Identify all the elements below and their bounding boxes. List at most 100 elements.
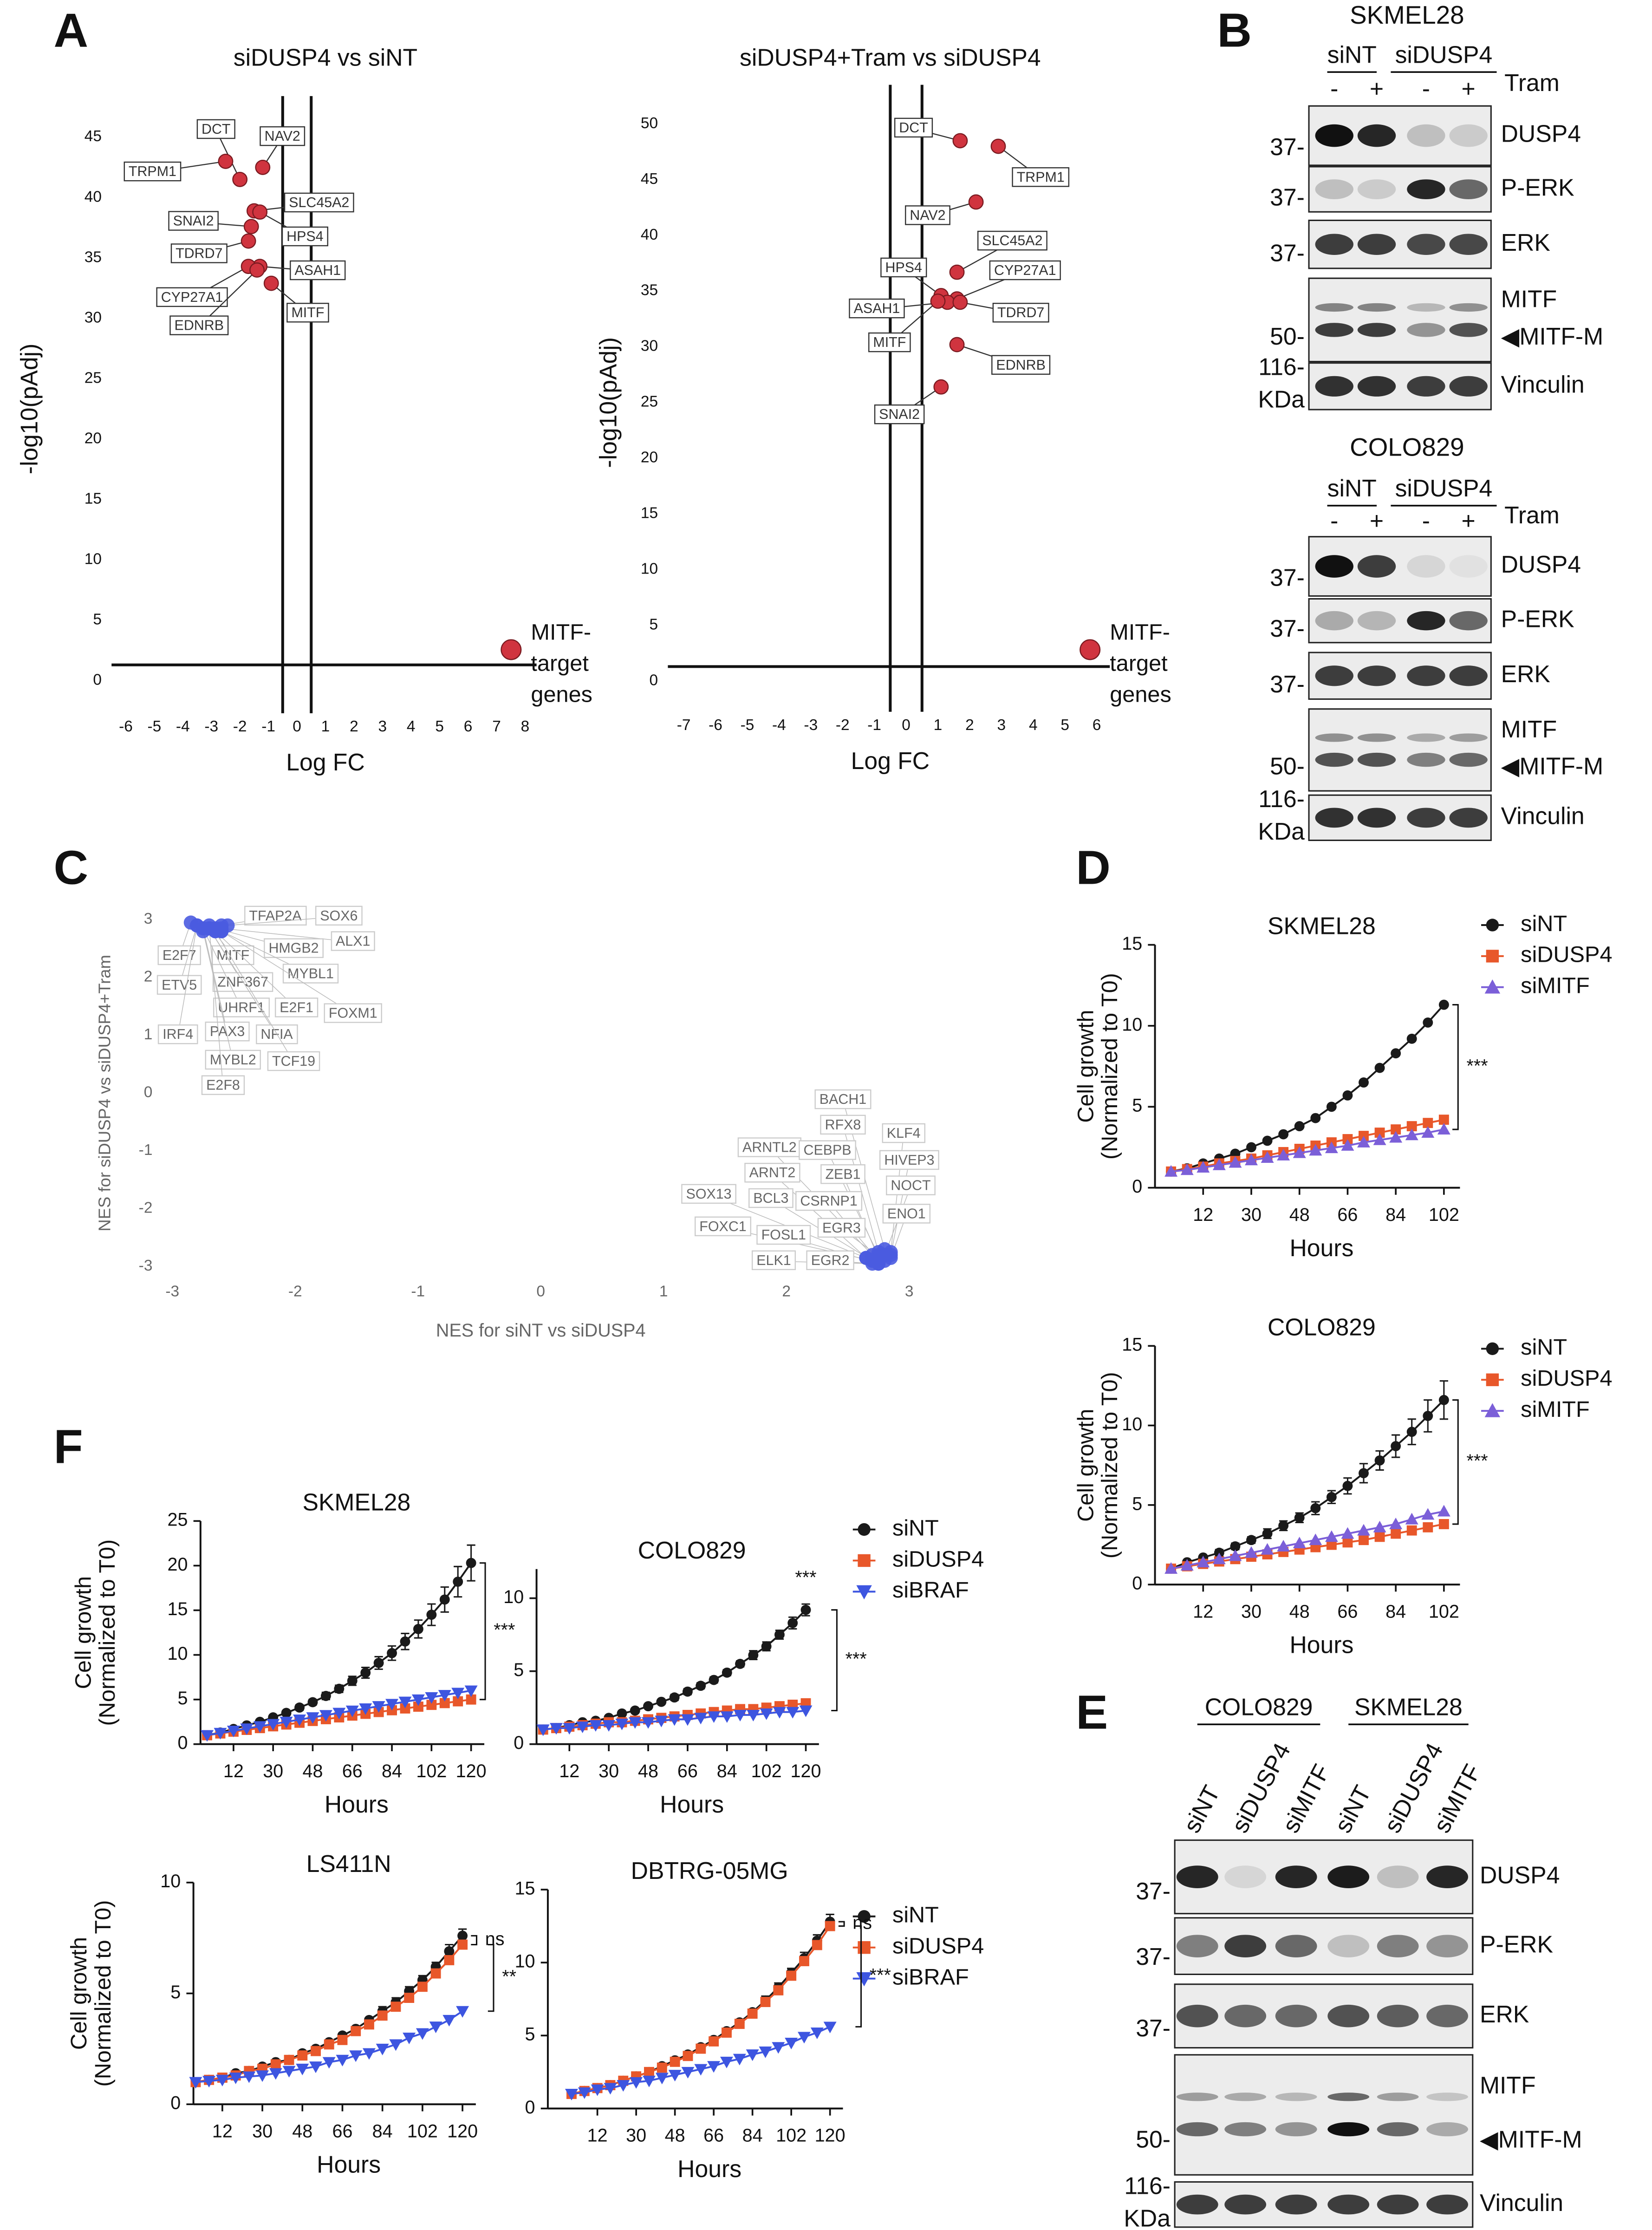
band <box>1377 2093 1419 2101</box>
x-tick-label: 6 <box>1093 717 1101 734</box>
marker <box>1261 1543 1274 1555</box>
marker <box>1391 1528 1401 1539</box>
marker <box>256 2070 269 2082</box>
marker <box>364 2019 374 2030</box>
marker <box>735 1658 746 1669</box>
marker <box>442 2015 456 2027</box>
marker <box>453 1577 463 1587</box>
y-tick-label: 5 <box>525 2024 535 2045</box>
y-tick-label: 0 <box>93 671 102 688</box>
x-axis-label: Hours <box>660 1791 724 1818</box>
gene-label: CSRNP1 <box>800 1193 857 1209</box>
x-tick-label: 84 <box>717 1761 737 1781</box>
legend-label: siDUSP4 <box>1521 1366 1612 1391</box>
leader-line <box>177 925 197 1036</box>
chart-title: siDUSP4 vs siNT <box>234 44 417 71</box>
gene-label: TDRD7 <box>176 246 222 261</box>
marker <box>377 2010 388 2021</box>
label-box <box>799 1140 856 1160</box>
y-axis-label: (Normalized to T0) <box>1097 973 1122 1160</box>
gene-label: MITF <box>873 334 906 350</box>
legend-label: siNT <box>892 1515 939 1540</box>
gene-label: CEBPB <box>803 1142 851 1158</box>
marker <box>563 1723 576 1735</box>
x-tick-label: 84 <box>1385 1205 1406 1225</box>
marker <box>218 153 234 169</box>
gene-label: ASAH1 <box>294 262 341 278</box>
marker <box>501 639 522 660</box>
band <box>1315 323 1353 337</box>
lane-label: - <box>1422 75 1430 102</box>
marker <box>466 1694 476 1705</box>
series-line <box>1171 1523 1444 1570</box>
marker <box>1326 1492 1337 1502</box>
x-tick-label: 66 <box>1337 1205 1358 1225</box>
x-tick-label: 3 <box>997 717 1006 734</box>
band <box>1224 2194 1267 2215</box>
marker <box>1484 979 1501 994</box>
marker <box>786 1707 800 1719</box>
legend-label: siNT <box>1521 911 1567 936</box>
label-box <box>814 1089 872 1109</box>
label-box <box>694 1216 752 1237</box>
x-tick-label: -1 <box>867 717 881 734</box>
band <box>1377 1935 1419 1957</box>
band <box>1224 2004 1267 2028</box>
gene-label: HIVEP3 <box>884 1152 934 1168</box>
band <box>1327 1935 1370 1957</box>
marker <box>668 2070 682 2082</box>
band <box>1176 1865 1218 1888</box>
blot-title: COLO829 <box>1350 433 1464 462</box>
label-box <box>324 1003 382 1023</box>
marker <box>696 2043 706 2054</box>
size-unit: KDa <box>1258 818 1305 845</box>
x-tick-label: 102 <box>407 2121 438 2141</box>
marker <box>642 1717 655 1729</box>
label-box <box>168 211 219 231</box>
x-tick-label: -1 <box>411 1283 425 1300</box>
marker <box>398 1696 412 1708</box>
marker <box>1374 1532 1385 1542</box>
blot-frame <box>1174 1917 1474 1975</box>
y-axis-label: -log10(pAdj) <box>594 337 621 468</box>
marker <box>681 2067 695 2079</box>
marker <box>229 2072 242 2084</box>
annotation: ** <box>502 1967 516 1987</box>
marker <box>1406 1121 1417 1132</box>
y-tick-label: 25 <box>167 1510 188 1530</box>
x-tick-label: 84 <box>382 1761 402 1781</box>
y-tick-label: 40 <box>641 226 658 243</box>
blot-frame <box>1308 708 1492 792</box>
y-tick-label: 25 <box>641 393 658 411</box>
marker <box>1310 1503 1321 1513</box>
y-tick-label: 10 <box>515 1951 535 1972</box>
marker <box>457 1930 468 1941</box>
marker <box>296 2063 309 2075</box>
x-tick-label: 0 <box>902 717 911 734</box>
gene-label: IRF4 <box>163 1026 193 1042</box>
row-label: ERK <box>1480 2001 1529 2028</box>
marker <box>387 1648 397 1658</box>
gene-label: EGR2 <box>811 1252 850 1268</box>
gene-label: BACH1 <box>819 1091 866 1107</box>
gene-label: TRPM1 <box>1017 169 1065 185</box>
x-tick-label: -2 <box>836 717 850 734</box>
marker <box>707 1711 721 1723</box>
marker <box>426 1610 437 1620</box>
y-tick-label: 25 <box>85 369 102 386</box>
band <box>1449 124 1488 147</box>
x-tick-label: 2 <box>350 718 358 735</box>
gene-label: MYBL1 <box>287 965 334 981</box>
x-tick-label: -3 <box>804 717 818 734</box>
band <box>1315 124 1353 147</box>
band <box>1327 2093 1370 2101</box>
row-label: MITF <box>1501 716 1557 743</box>
marker <box>324 2039 334 2050</box>
band <box>1377 1865 1419 1888</box>
marker <box>1080 639 1101 660</box>
marker <box>189 2077 202 2089</box>
label-box <box>156 287 228 307</box>
marker <box>707 2061 721 2073</box>
gene-label: TFAP2A <box>249 908 302 924</box>
row-label: ERK <box>1501 660 1550 687</box>
